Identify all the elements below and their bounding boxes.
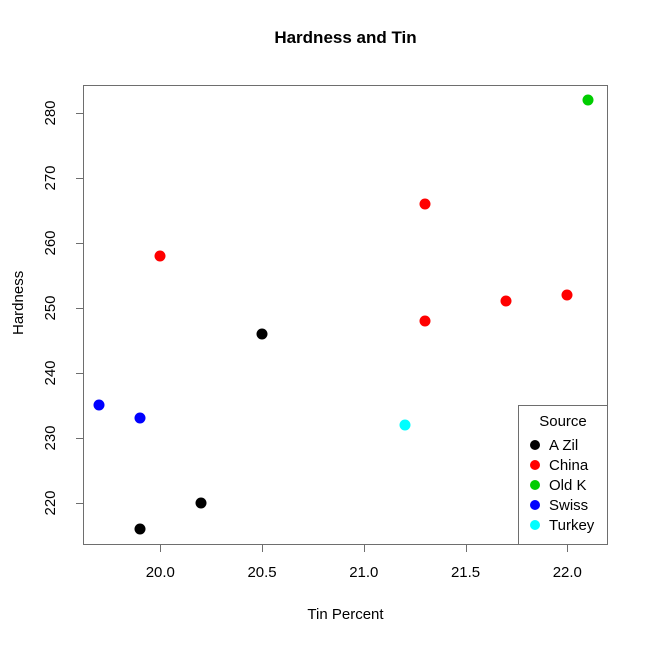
- legend-item: Old K: [519, 475, 607, 495]
- data-point: [419, 315, 431, 327]
- legend-title: Source: [539, 413, 587, 430]
- legend-item: China: [519, 455, 607, 475]
- legend-marker: [530, 500, 540, 510]
- y-tick-label: 230: [42, 425, 59, 451]
- y-tick-label: 260: [42, 230, 59, 256]
- x-axis-label: Tin Percent: [307, 606, 384, 623]
- legend-item: A Zil: [519, 435, 607, 455]
- y-axis-tick: [76, 307, 83, 309]
- x-tick-label: 21.0: [349, 564, 379, 581]
- x-axis-tick: [262, 545, 264, 552]
- x-tick-label: 21.5: [450, 564, 481, 581]
- x-axis-tick: [160, 545, 162, 552]
- data-point: [582, 94, 594, 106]
- legend-item-label: Swiss: [549, 496, 589, 514]
- legend-marker: [530, 480, 540, 490]
- legend-marker: [530, 440, 540, 450]
- data-point: [256, 328, 268, 340]
- data-point: [134, 412, 146, 424]
- y-tick-label: 240: [42, 360, 59, 386]
- legend-items: A Zil China Old K Swiss Turkey: [519, 435, 607, 535]
- data-point: [195, 497, 207, 509]
- y-axis-tick: [76, 112, 83, 114]
- data-point: [399, 419, 410, 431]
- y-axis-tick: [76, 372, 83, 374]
- y-axis-tick: [76, 437, 83, 439]
- x-tick-label: 20.5: [247, 564, 277, 581]
- y-tick-label: 270: [42, 165, 59, 191]
- y-tick-label: 220: [42, 490, 59, 516]
- data-point: [419, 198, 431, 210]
- data-point: [500, 295, 512, 307]
- chart-title: Hardness and Tin: [274, 28, 417, 47]
- legend-item: Turkey: [519, 515, 607, 535]
- y-tick-label: 250: [42, 295, 59, 321]
- legend-item: Swiss: [519, 495, 607, 515]
- legend-marker: [530, 460, 540, 470]
- x-axis-tick: [567, 545, 569, 552]
- legend-item-label: China: [549, 456, 589, 474]
- x-tick-label: 22.0: [552, 564, 582, 581]
- data-point: [561, 289, 573, 301]
- y-axis-label: Hardness: [10, 270, 27, 335]
- legend-item-label: Turkey: [549, 516, 595, 534]
- x-tick-label: 20.0: [145, 564, 175, 581]
- legend-marker: [530, 520, 540, 530]
- y-axis-tick: [76, 502, 83, 504]
- y-tick-label: 280: [42, 100, 59, 126]
- legend-item-label: Old K: [549, 476, 587, 494]
- x-axis-tick: [363, 545, 365, 552]
- y-axis-tick: [76, 177, 83, 179]
- x-axis-tick: [465, 545, 467, 552]
- legend-item-label: A Zil: [549, 436, 579, 454]
- y-axis-tick: [76, 242, 83, 244]
- legend-box: Source A Zil China Old K Swiss Turkey: [518, 405, 608, 545]
- data-point: [154, 250, 166, 262]
- data-point: [134, 523, 146, 535]
- data-point: [93, 399, 105, 411]
